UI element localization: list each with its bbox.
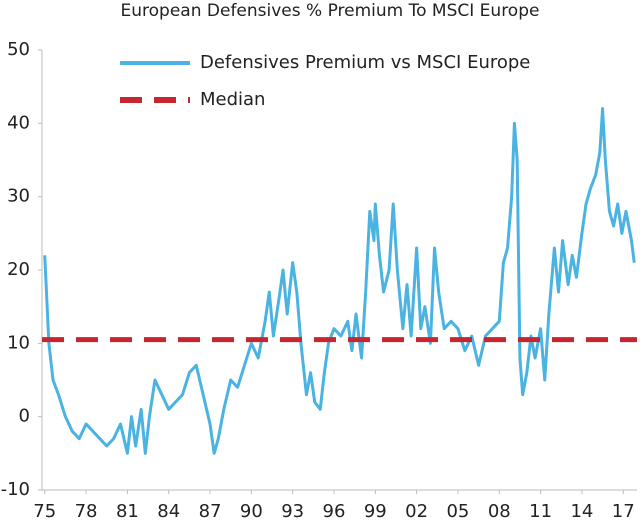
x-tick-label: 78 (75, 501, 98, 522)
y-tick-label: 20 (7, 259, 30, 280)
y-tick-label: 40 (7, 112, 30, 133)
x-tick-label: 87 (199, 501, 222, 522)
x-tick-label: 02 (405, 501, 428, 522)
x-tick-label: 81 (116, 501, 139, 522)
x-tick-label: 99 (364, 501, 387, 522)
legend-label: Median (200, 89, 265, 110)
legend-label: Defensives Premium vs MSCI Europe (200, 52, 530, 73)
x-tick-label: 14 (570, 501, 593, 522)
x-tick-label: 90 (240, 501, 263, 522)
y-tick-label: 50 (7, 39, 30, 60)
y-tick-label: 0 (19, 406, 30, 427)
x-tick-label: 08 (488, 501, 511, 522)
x-tick-label: 11 (529, 501, 552, 522)
x-tick-label: 93 (281, 501, 304, 522)
y-tick-label: 10 (7, 332, 30, 353)
x-tick-label: 75 (33, 501, 56, 522)
y-tick-label: 30 (7, 186, 30, 207)
chart-title: European Defensives % Premium To MSCI Eu… (121, 1, 540, 21)
x-tick-label: 96 (323, 501, 346, 522)
x-tick-label: 05 (446, 501, 469, 522)
x-tick-label: 84 (157, 501, 180, 522)
x-tick-label: 17 (612, 501, 635, 522)
data-line (43, 107, 636, 455)
y-tick-label: -10 (1, 479, 30, 500)
